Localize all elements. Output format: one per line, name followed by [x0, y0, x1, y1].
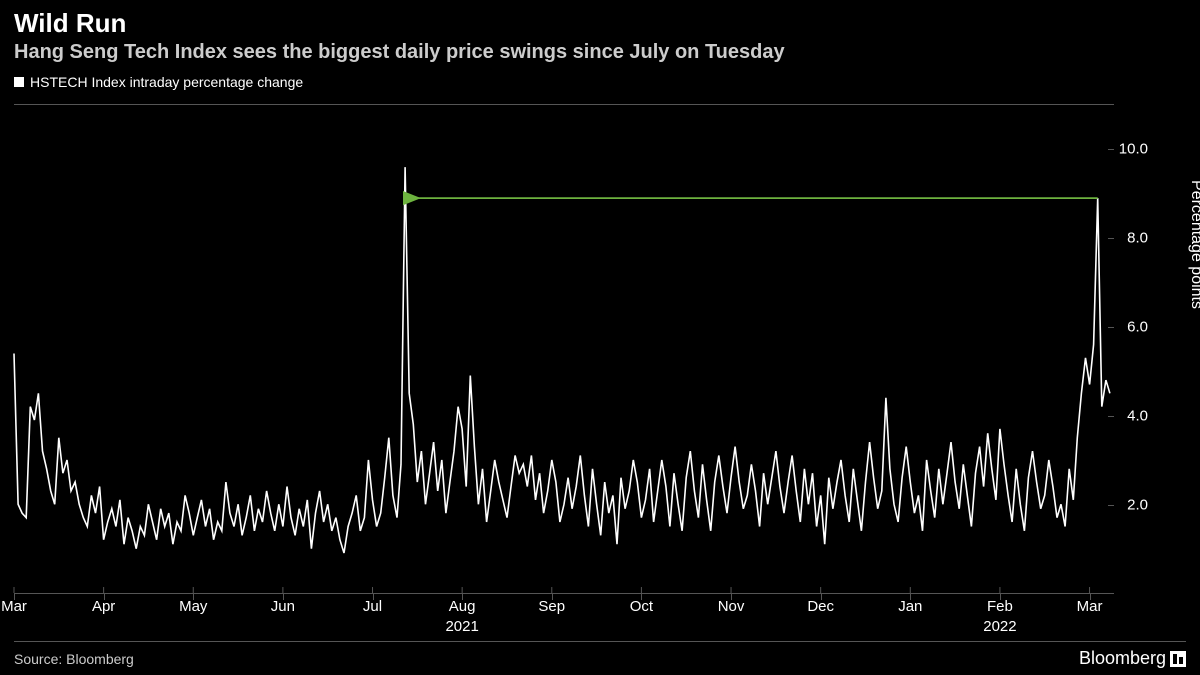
x-tick-label: Mar [1077, 598, 1103, 615]
x-tick-mark [910, 594, 911, 600]
legend-label: HSTECH Index intraday percentage change [30, 74, 303, 90]
x-tick-label: Nov [718, 598, 745, 615]
x-tick-mark [193, 594, 194, 600]
x-tick-label: Aug [449, 598, 476, 615]
y-tick-label: 4.0 [1127, 407, 1148, 424]
x-tick-label: Mar [1, 598, 27, 615]
x-tick-label: Dec [807, 598, 834, 615]
x-tick-mark [104, 594, 105, 600]
chart-plot-area [14, 104, 1114, 594]
chart-legend: HSTECH Index intraday percentage change [0, 68, 1200, 92]
x-tick-label: Jan [898, 598, 922, 615]
brand-label: Bloomberg [1079, 648, 1186, 669]
x-tick-mark [462, 594, 463, 600]
y-tick-mark [1108, 505, 1114, 506]
x-tick-label: Apr [92, 598, 115, 615]
x-tick-mark [1000, 594, 1001, 600]
x-tick-label: May [179, 598, 207, 615]
x-tick-label: Feb [987, 598, 1013, 615]
x-tick-label: Jul [363, 598, 382, 615]
x-tick-label: Sep [538, 598, 565, 615]
y-tick-label: 2.0 [1127, 496, 1148, 513]
x-tick-mark [821, 594, 822, 600]
x-year-label: 2022 [983, 618, 1016, 635]
y-tick-label: 6.0 [1127, 318, 1148, 335]
brand-text: Bloomberg [1079, 648, 1166, 669]
chart-subtitle: Hang Seng Tech Index sees the biggest da… [14, 41, 1186, 64]
y-tick-label: 8.0 [1127, 229, 1148, 246]
x-tick-mark [731, 594, 732, 600]
legend-marker-icon [14, 77, 24, 87]
y-tick-mark [1108, 416, 1114, 417]
x-tick-mark [283, 594, 284, 600]
y-tick-mark [1108, 327, 1114, 328]
x-tick-mark [552, 594, 553, 600]
y-tick-mark [1108, 238, 1114, 239]
chart-footer: Source: Bloomberg Bloomberg [14, 641, 1186, 669]
y-axis-label: Percentage points [1187, 180, 1200, 309]
x-tick-mark [1090, 594, 1091, 600]
x-tick-mark [641, 594, 642, 600]
chart-title: Wild Run [14, 8, 1186, 39]
x-tick-label: Jun [271, 598, 295, 615]
x-tick-label: Oct [630, 598, 653, 615]
x-year-label: 2021 [445, 618, 478, 635]
line-chart-svg [14, 105, 1114, 593]
x-tick-mark [373, 594, 374, 600]
x-tick-mark [14, 594, 15, 600]
brand-icon [1170, 651, 1186, 667]
chart-header: Wild Run Hang Seng Tech Index sees the b… [0, 0, 1200, 68]
source-text: Source: Bloomberg [14, 651, 134, 667]
y-tick-label: 10.0 [1119, 140, 1148, 157]
y-tick-mark [1108, 149, 1114, 150]
